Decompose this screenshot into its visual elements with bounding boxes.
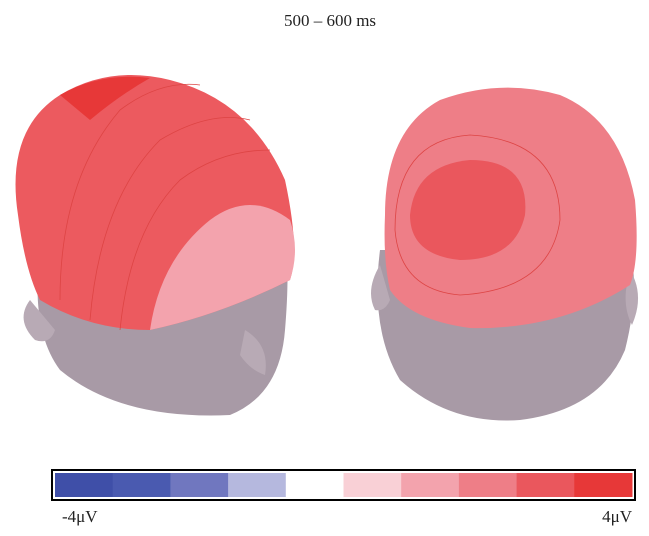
figure-title: 500 – 600 ms [284, 11, 376, 30]
figure: 500 – 600 ms -4μV 4μV [0, 0, 649, 531]
colorbar-max-label: 4μV [602, 507, 633, 526]
colorbar-segment [344, 473, 402, 497]
right-head [371, 88, 638, 421]
colorbar-segment [517, 473, 575, 497]
colorbar-segment [228, 473, 286, 497]
colorbar-segment [286, 473, 344, 497]
colorbar-segment [55, 473, 113, 497]
colorbar-segment [459, 473, 517, 497]
colorbar-min-label: -4μV [62, 507, 98, 526]
colorbar-segment [574, 473, 632, 497]
colorbar-segment [113, 473, 171, 497]
left-head [16, 75, 295, 415]
colorbar-segment [401, 473, 459, 497]
colorbar-segment [170, 473, 228, 497]
